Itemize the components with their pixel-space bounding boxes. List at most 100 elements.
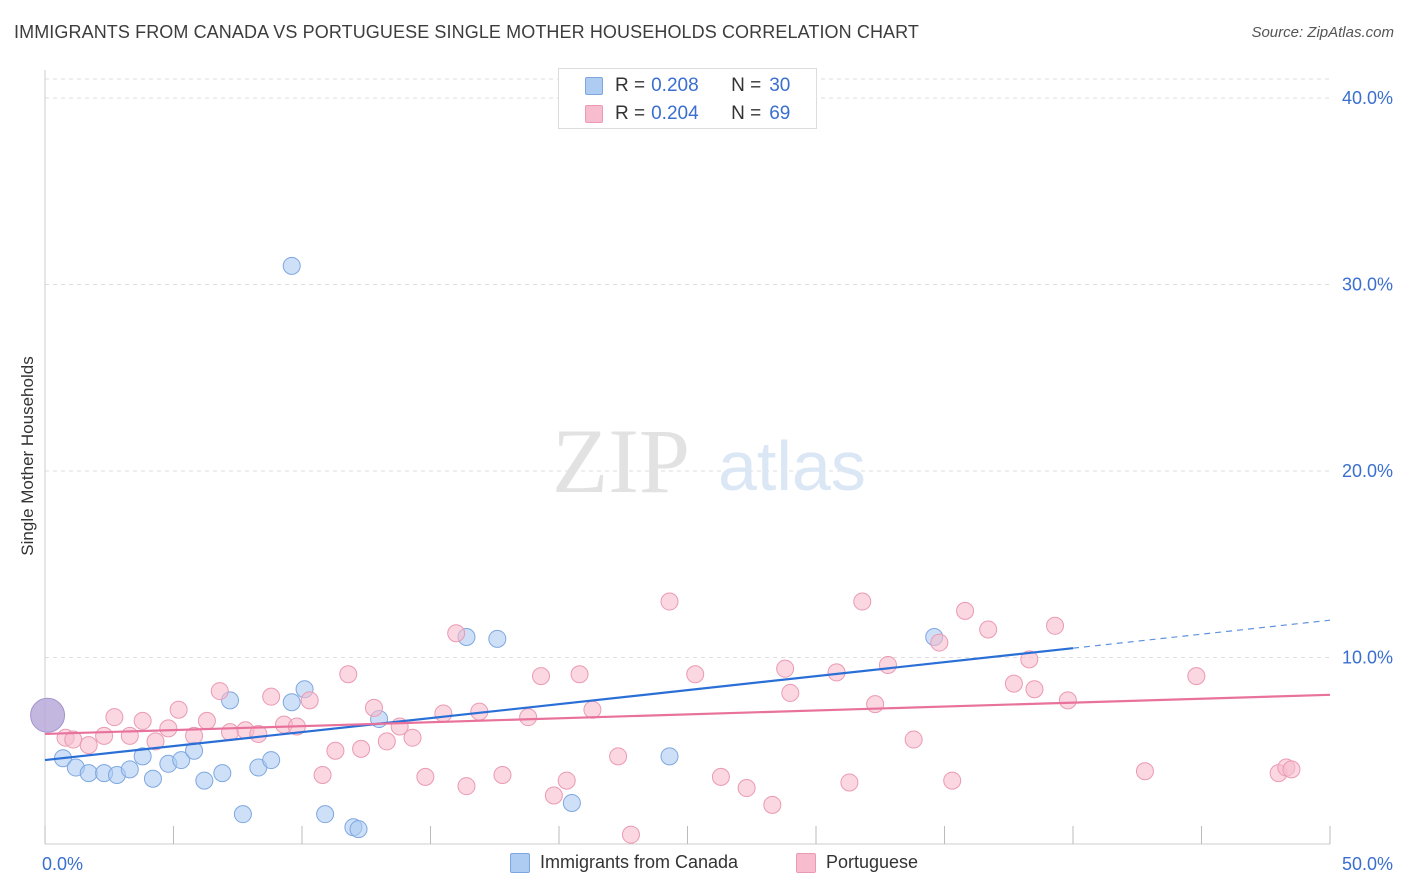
bottom-legend-label-portuguese: Portuguese — [826, 852, 919, 872]
bottom-legend-swatch-portuguese — [796, 852, 816, 873]
legend-swatch-canada — [585, 77, 603, 95]
point-portuguese — [1187, 667, 1206, 686]
bottom-legend-canada: Immigrants from Canada — [510, 852, 738, 873]
trendline-canada — [44, 647, 1074, 762]
point-canada — [282, 693, 301, 712]
point-canada — [79, 764, 98, 783]
point-portuguese — [300, 691, 319, 710]
bottom-legend-swatch-canada — [510, 852, 530, 873]
point-portuguese — [105, 708, 124, 727]
legend-n-label: N = — [731, 103, 762, 124]
point-portuguese — [146, 732, 165, 751]
legend-swatch-portuguese — [585, 105, 603, 123]
point-portuguese — [434, 704, 453, 723]
point-portuguese — [447, 624, 466, 643]
point-portuguese — [457, 777, 476, 796]
point-canada — [660, 747, 679, 766]
point-portuguese — [570, 665, 589, 684]
y-tick-label: 10.0% — [1342, 647, 1393, 667]
point-portuguese — [377, 732, 396, 751]
point-canada — [349, 820, 368, 839]
point-portuguese — [544, 786, 563, 805]
point-portuguese — [878, 655, 897, 674]
point-portuguese — [95, 726, 114, 745]
correlation-legend: R = 0.208 N = 30 R = 0.204 N = 69 — [558, 68, 817, 129]
point-canada — [316, 805, 335, 824]
point-portuguese — [979, 620, 998, 639]
point-portuguese — [781, 683, 800, 702]
point-portuguese — [557, 771, 576, 790]
y-tick-label: 30.0% — [1342, 274, 1393, 294]
bottom-legend-label-canada: Immigrants from Canada — [540, 852, 739, 872]
point-portuguese — [1020, 650, 1039, 669]
point-portuguese — [532, 667, 551, 686]
point-canada — [195, 771, 214, 790]
point-portuguese — [621, 825, 640, 844]
legend-row-canada: R = 0.208 N = 30 — [585, 75, 790, 97]
y-tick-label: 20.0% — [1342, 461, 1393, 481]
point-portuguese — [660, 592, 679, 611]
point-canada — [133, 747, 152, 766]
point-portuguese — [339, 665, 358, 684]
point-portuguese — [79, 736, 98, 755]
point-portuguese — [904, 730, 923, 749]
point-portuguese — [583, 700, 602, 719]
point-portuguese — [1025, 680, 1044, 699]
point-portuguese — [711, 767, 730, 786]
point-portuguese — [262, 687, 281, 706]
point-canada — [213, 764, 232, 783]
point-portuguese — [840, 773, 859, 792]
legend-r-label: R = — [615, 103, 646, 124]
point-portuguese — [956, 601, 975, 620]
point-portuguese — [1046, 616, 1065, 635]
point-portuguese — [326, 741, 345, 760]
point-canada — [30, 697, 66, 733]
point-canada — [143, 769, 162, 788]
point-portuguese — [493, 765, 512, 784]
point-portuguese — [197, 711, 216, 730]
legend-r-label: R = — [615, 75, 646, 96]
point-portuguese — [133, 711, 152, 730]
chart-title: IMMIGRANTS FROM CANADA VS PORTUGUESE SIN… — [14, 22, 920, 42]
point-portuguese — [686, 665, 705, 684]
watermark-atlas: atlas — [718, 427, 866, 505]
watermark-zip: ZIP — [552, 410, 690, 512]
trendline-portuguese — [44, 693, 1331, 736]
legend-n-value-portuguese: 69 — [769, 103, 791, 124]
point-canada — [120, 760, 139, 779]
legend-n-label: N = — [731, 75, 762, 96]
point-portuguese — [313, 765, 332, 784]
legend-n-value-canada: 30 — [769, 75, 791, 96]
point-portuguese — [866, 695, 885, 714]
point-portuguese — [210, 682, 229, 701]
point-canada — [233, 805, 252, 824]
point-portuguese — [1004, 674, 1023, 693]
point-portuguese — [221, 723, 240, 742]
point-portuguese — [737, 779, 756, 798]
point-portuguese — [1135, 762, 1154, 781]
x-tick-label: 0.0% — [42, 854, 83, 874]
grid-layer — [45, 78, 1330, 658]
trend-layer — [44, 619, 1331, 762]
point-portuguese — [853, 592, 872, 611]
tick-label-layer: 10.0% 20.0% 30.0% 40.0% 0.0% 50.0% — [42, 88, 1393, 874]
point-portuguese — [609, 747, 628, 766]
point-portuguese — [1058, 691, 1077, 710]
point-portuguese — [159, 719, 178, 738]
point-portuguese — [1282, 760, 1301, 779]
point-portuguese — [943, 771, 962, 790]
point-canada — [562, 793, 581, 812]
points-layer — [30, 256, 1301, 844]
point-portuguese — [416, 767, 435, 786]
point-portuguese — [930, 633, 949, 652]
bottom-legend-portuguese: Portuguese — [796, 852, 918, 873]
point-canada — [488, 629, 507, 648]
point-portuguese — [120, 726, 139, 745]
source-credit: Source: ZipAtlas.com — [1251, 24, 1394, 41]
legend-row-portuguese: R = 0.204 N = 69 — [585, 103, 790, 125]
point-portuguese — [763, 795, 782, 814]
trendline-canada-extension — [1072, 619, 1331, 649]
point-canada — [262, 751, 281, 770]
point-portuguese — [519, 708, 538, 727]
